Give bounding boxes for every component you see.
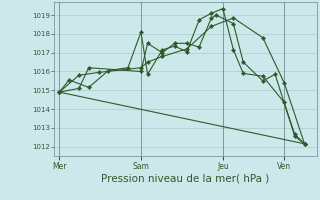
X-axis label: Pression niveau de la mer( hPa ): Pression niveau de la mer( hPa ) — [101, 173, 270, 183]
